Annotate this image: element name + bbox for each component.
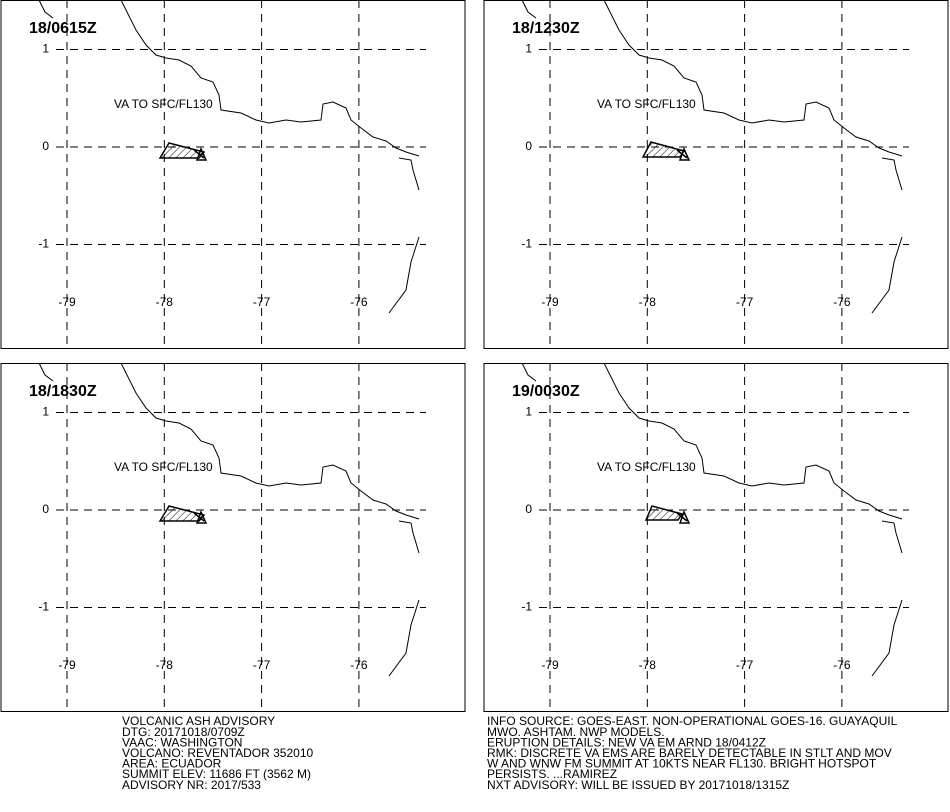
latitude-label: 0 bbox=[42, 502, 49, 516]
latitude-label: -1 bbox=[521, 237, 532, 251]
longitude-label: -79 bbox=[58, 658, 76, 672]
advisory-line: MWO. ASHTAM. NWP MODELS. bbox=[487, 725, 665, 739]
longitude-label: -76 bbox=[350, 658, 368, 672]
coastline bbox=[521, 0, 537, 19]
advisory-line: PERSISTS. ...RAMIREZ bbox=[487, 767, 617, 781]
longitude-label: -77 bbox=[253, 658, 271, 672]
coastline bbox=[38, 0, 54, 19]
map-panel: -79 -78 -77 -76 1 0 -1 19/0030Z VA TO SFC/FL130 bbox=[483, 362, 949, 712]
advisory-line: SUMMIT ELEV: 11686 FT (3562 M) bbox=[122, 767, 311, 781]
ash-annotation: VA TO SFC/FL130 bbox=[597, 97, 696, 111]
panel-frame bbox=[0, 0, 466, 349]
volcano-symbol bbox=[676, 147, 691, 161]
longitude-label: -79 bbox=[541, 658, 559, 672]
advisory-line: W AND WNW FM SUMMIT AT 10KTS NEAR FL130.… bbox=[487, 757, 877, 771]
longitude-label: -78 bbox=[639, 295, 657, 309]
longitude-label: -76 bbox=[833, 295, 851, 309]
latitude-label: 1 bbox=[42, 405, 49, 419]
coastline bbox=[521, 362, 537, 382]
coastline bbox=[398, 520, 420, 554]
latitude-label: -1 bbox=[38, 600, 49, 614]
coastline bbox=[398, 157, 420, 191]
coastline bbox=[120, 362, 420, 520]
volcano-symbol bbox=[193, 510, 208, 524]
longitude-label: -77 bbox=[736, 295, 754, 309]
volcano-symbol bbox=[193, 147, 208, 161]
latitude-label: 0 bbox=[525, 502, 532, 516]
forecast-time: 18/1230Z bbox=[512, 20, 580, 37]
ash-annotation: VA TO SFC/FL130 bbox=[114, 97, 213, 111]
coastline bbox=[881, 157, 903, 191]
map-panel: -79 -78 -77 -76 1 0 -1 18/1230Z VA TO SFC/FL130 bbox=[483, 0, 949, 349]
advisory-line: INFO SOURCE: GOES-EAST. NON-OPERATIONAL … bbox=[487, 714, 898, 728]
panel-frame bbox=[0, 363, 466, 712]
latitude-label: 1 bbox=[525, 42, 532, 56]
coastline bbox=[388, 236, 420, 314]
ash-area bbox=[644, 505, 684, 521]
advisory-line: VOLCANO: REVENTADOR 352010 bbox=[122, 746, 314, 760]
coastline bbox=[871, 236, 903, 314]
panel-frame bbox=[483, 0, 949, 349]
coastline bbox=[881, 520, 903, 554]
forecast-time: 19/0030Z bbox=[512, 383, 580, 400]
longitude-label: -79 bbox=[541, 295, 559, 309]
coastline bbox=[388, 599, 420, 677]
coastline bbox=[603, 0, 903, 157]
longitude-label: -76 bbox=[350, 295, 368, 309]
map-panel: -79 -78 -77 -76 1 0 -1 18/1830Z VA TO SFC/FL130 bbox=[0, 362, 466, 712]
forecast-time: 18/1830Z bbox=[29, 383, 97, 400]
longitude-label: -78 bbox=[156, 295, 174, 309]
panel-frame bbox=[483, 363, 949, 712]
longitude-label: -77 bbox=[253, 295, 271, 309]
advisory-line: DTG: 20171018/0709Z bbox=[122, 725, 245, 739]
ash-annotation: VA TO SFC/FL130 bbox=[597, 460, 696, 474]
latitude-label: -1 bbox=[521, 600, 532, 614]
latitude-label: -1 bbox=[38, 237, 49, 251]
ash-area bbox=[158, 142, 206, 159]
latitude-label: 1 bbox=[525, 405, 532, 419]
ash-area bbox=[158, 505, 206, 522]
advisory-line: AREA: ECUADOR bbox=[122, 757, 222, 771]
longitude-label: -76 bbox=[833, 658, 851, 672]
latitude-label: 0 bbox=[42, 139, 49, 153]
volcano-symbol bbox=[676, 510, 691, 524]
latitude-label: 1 bbox=[42, 42, 49, 56]
coastline bbox=[603, 362, 903, 520]
coastline bbox=[38, 362, 54, 382]
ash-annotation: VA TO SFC/FL130 bbox=[114, 460, 213, 474]
longitude-label: -78 bbox=[639, 658, 657, 672]
advisory-line: VOLCANIC ASH ADVISORY bbox=[122, 714, 275, 728]
longitude-label: -77 bbox=[736, 658, 754, 672]
advisory-line: NXT ADVISORY: WILL BE ISSUED BY 20171018… bbox=[487, 778, 789, 792]
coastline bbox=[120, 0, 420, 157]
map-panel: -79 -78 -77 -76 1 0 -1 18/0615Z VA TO SFC/FL130 bbox=[0, 0, 466, 349]
advisory-line: ADVISORY NR: 2017/533 bbox=[122, 778, 261, 792]
latitude-label: 0 bbox=[525, 139, 532, 153]
advisory-line: VAAC: WASHINGTON bbox=[122, 735, 242, 749]
coastline bbox=[871, 599, 903, 677]
longitude-label: -79 bbox=[58, 295, 76, 309]
advisory-line: ERUPTION DETAILS: NEW VA EM ARND 18/0412… bbox=[487, 735, 766, 749]
longitude-label: -78 bbox=[156, 658, 174, 672]
forecast-time: 18/0615Z bbox=[29, 20, 97, 37]
ash-area bbox=[641, 141, 686, 158]
advisory-line: RMK: DISCRETE VA EMS ARE BARELY DETECTAB… bbox=[487, 746, 892, 760]
